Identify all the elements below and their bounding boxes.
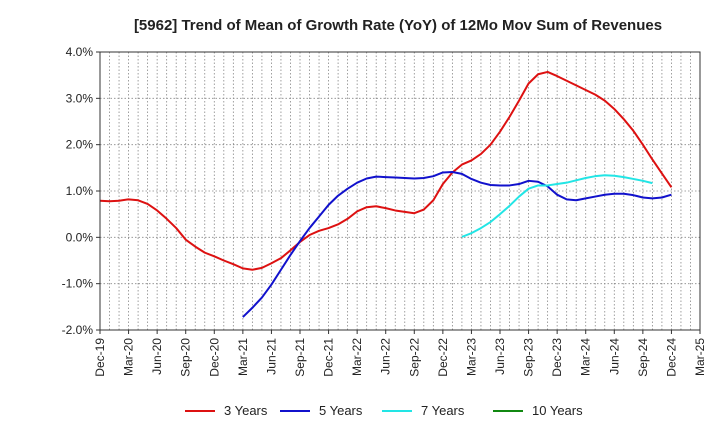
x-tick-label: Mar-21	[236, 338, 250, 376]
x-tick-label: Jun-23	[493, 338, 507, 375]
x-axis-ticks: Dec-19 Mar-20 Jun-20 Sep-20 Dec-20 Mar-21 Jun-…	[93, 330, 707, 377]
legend-label-7-years: 7 Years	[421, 403, 465, 418]
x-tick-label: Dec-19	[93, 338, 107, 377]
x-tick-label: Sep-24	[636, 338, 650, 377]
x-tick-label: Jun-22	[379, 338, 393, 375]
x-tick-label: Sep-20	[179, 338, 193, 377]
x-tick-label: Dec-21	[322, 338, 336, 377]
series-line-3-years	[99, 70, 673, 271]
legend-label-5-years: 5 Years	[319, 403, 363, 418]
y-axis-ticks: 4.0% 3.0% 2.0% 1.0% 0.0% -1.0% -2.0%	[62, 45, 100, 337]
x-tick-label: Sep-22	[407, 338, 421, 377]
series-line-5-years	[242, 171, 672, 318]
x-tick-label: Mar-25	[693, 338, 707, 376]
y-tick-label: 2.0%	[66, 138, 94, 152]
series-line-7-years	[461, 174, 653, 238]
plot-lines	[99, 70, 673, 318]
grid	[100, 52, 700, 330]
x-tick-label: Jun-24	[607, 338, 621, 375]
x-tick-label: Mar-20	[122, 338, 136, 376]
x-tick-label: Dec-23	[550, 338, 564, 377]
x-tick-label: Sep-23	[522, 338, 536, 377]
y-tick-label: 4.0%	[66, 45, 94, 59]
x-tick-label: Mar-22	[350, 338, 364, 376]
x-tick-label: Mar-23	[464, 338, 478, 376]
y-tick-label: 3.0%	[66, 91, 94, 105]
y-tick-label: -1.0%	[62, 277, 94, 291]
chart-title: [5962] Trend of Mean of Growth Rate (YoY…	[134, 17, 662, 34]
y-tick-label: 0.0%	[66, 230, 94, 244]
plot-area-frame	[99, 51, 701, 331]
legend-label-10-years: 10 Years	[532, 403, 583, 418]
y-tick-label: -2.0%	[62, 323, 94, 337]
x-tick-label: Dec-20	[207, 338, 221, 377]
legend: 3 Years 5 Years 7 Years 10 Years	[185, 403, 583, 418]
x-tick-label: Dec-22	[436, 338, 450, 377]
x-tick-label: Mar-24	[579, 338, 593, 376]
x-tick-label: Jun-20	[150, 338, 164, 375]
x-tick-label: Dec-24	[664, 338, 678, 377]
legend-label-3-years: 3 Years	[224, 403, 268, 418]
x-tick-label: Sep-21	[293, 338, 307, 377]
y-tick-label: 1.0%	[66, 184, 94, 198]
x-tick-label: Jun-21	[264, 338, 278, 375]
